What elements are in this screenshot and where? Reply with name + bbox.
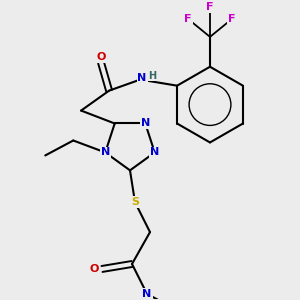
Text: H: H (148, 71, 156, 81)
Text: F: F (184, 14, 192, 24)
Text: N: N (150, 147, 159, 158)
Text: F: F (206, 2, 214, 12)
Text: O: O (89, 264, 99, 274)
Text: O: O (96, 52, 106, 62)
Text: N: N (100, 147, 110, 158)
Text: F: F (228, 14, 236, 24)
Text: N: N (142, 289, 152, 299)
Text: N: N (141, 118, 150, 128)
Text: S: S (131, 197, 139, 207)
Text: N: N (137, 73, 147, 83)
